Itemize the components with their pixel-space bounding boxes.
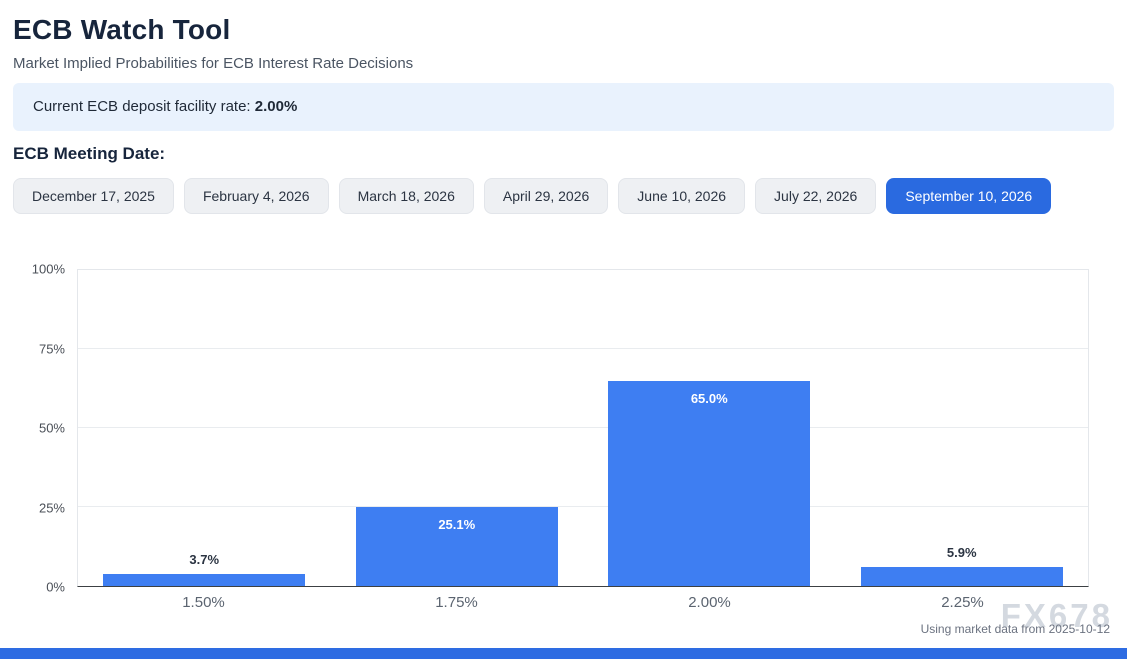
probability-bar [608, 380, 811, 586]
gridline-75 [78, 348, 1088, 349]
bar-value-label: 3.7% [189, 552, 220, 568]
tab-march-18-2026[interactable]: March 18, 2026 [338, 178, 474, 214]
page-subtitle: Market Implied Probabilities for ECB Int… [13, 55, 414, 72]
bar-value-label: 65.0% [690, 390, 728, 406]
data-source-note: Using market data from 2025-10-12 [920, 622, 1110, 636]
probability-bar [860, 567, 1063, 586]
x-label-1-75: 1.75% [435, 594, 478, 611]
x-label-2-00: 2.00% [688, 594, 731, 611]
current-rate-label: Current ECB deposit facility rate: [33, 98, 255, 115]
y-tick-25: 25% [38, 500, 65, 515]
probability-chart: 100% 75% 50% 25% 0% 3.7% 25.1% [13, 262, 1089, 611]
tab-february-4-2026[interactable]: February 4, 2026 [183, 178, 329, 214]
fx678-watermark: FX678 [1000, 597, 1113, 634]
tab-september-10-2026[interactable]: September 10, 2026 [886, 178, 1052, 214]
chart-plot-area: 3.7% 25.1% 65.0% 5.9% [77, 269, 1089, 587]
bar-slot-2-00: 65.0% [583, 270, 836, 586]
bar-slot-1-75: 25.1% [331, 270, 584, 586]
y-tick-100: 100% [31, 261, 65, 277]
bar-value-label: 25.1% [438, 516, 476, 532]
tab-july-22-2026[interactable]: July 22, 2026 [755, 178, 877, 214]
current-rate-banner: Current ECB deposit facility rate: 2.00% [13, 83, 1114, 131]
meeting-date-tabs: December 17, 2025 February 4, 2026 March… [13, 178, 1114, 214]
gridline-50 [78, 427, 1088, 428]
y-tick-75: 75% [38, 341, 65, 356]
y-tick-0: 0% [46, 579, 65, 595]
page-title: ECB Watch Tool [13, 14, 231, 45]
x-label-2-25: 2.25% [941, 594, 984, 611]
y-axis: 100% 75% 50% 25% 0% [13, 262, 77, 595]
bar-slot-1-50: 3.7% [78, 270, 331, 586]
bar-slot-2-25: 5.9% [836, 270, 1089, 586]
probability-bar [103, 574, 306, 586]
tab-june-10-2026[interactable]: June 10, 2026 [618, 178, 746, 214]
bottom-accent-bar [0, 648, 1127, 659]
tab-april-29-2026[interactable]: April 29, 2026 [483, 178, 609, 214]
x-axis: 1.50% 1.75% 2.00% 2.25% [77, 594, 1089, 611]
tab-december-17-2025[interactable]: December 17, 2025 [13, 178, 174, 214]
gridline-25 [78, 506, 1088, 507]
bar-value-label: 5.9% [946, 545, 977, 561]
x-label-1-50: 1.50% [182, 594, 225, 611]
current-rate-value: 2.00% [254, 98, 298, 115]
y-tick-50: 50% [38, 420, 65, 436]
meeting-date-heading: ECB Meeting Date: [13, 144, 166, 163]
probability-bar [355, 506, 558, 586]
